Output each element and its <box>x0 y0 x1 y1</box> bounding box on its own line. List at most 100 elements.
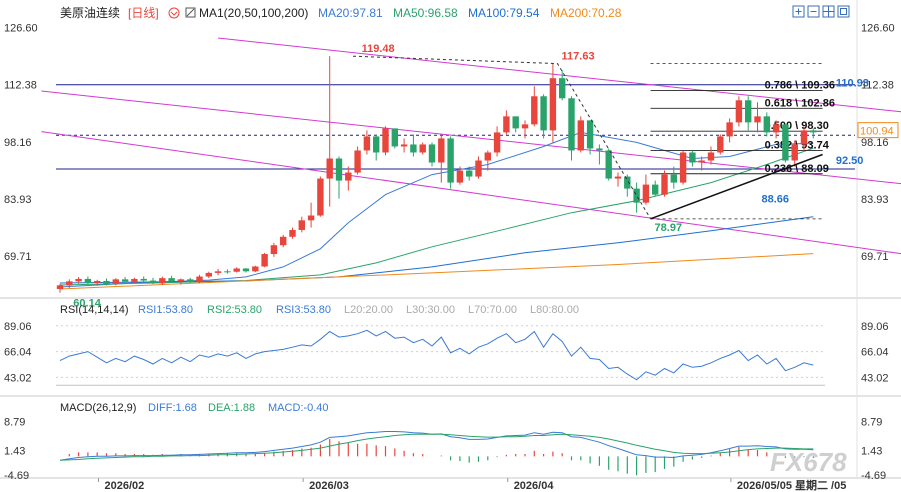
candle-body <box>56 285 64 289</box>
price-tick-left: 83.93 <box>4 194 32 206</box>
price-annotation: 110.93 <box>836 78 869 90</box>
candle-body <box>326 158 333 179</box>
candle-body <box>763 116 770 133</box>
channel-line <box>41 90 901 185</box>
candle-body <box>233 268 240 272</box>
candle-body <box>521 124 529 129</box>
ma50-label: MA50:96.58 <box>393 6 458 20</box>
rsi-header: RSI(14,14,14) RSI1:53.80 RSI2:53.80 RSI3… <box>60 304 579 316</box>
candle-body <box>717 136 724 153</box>
candle-body <box>66 281 73 286</box>
candle-body <box>540 96 547 131</box>
candle-body <box>214 271 222 273</box>
trend-line <box>650 153 823 220</box>
ma-config-label: MA1(20,50,100,200) <box>199 6 308 20</box>
candle-body <box>224 271 231 273</box>
candle-body <box>177 279 185 282</box>
candle-body <box>112 279 119 284</box>
macd-diff-label: DIFF:1.68 <box>148 402 197 414</box>
macd-tick-left: 1.43 <box>4 446 25 458</box>
candle-body <box>391 128 398 147</box>
candle-body <box>307 215 315 221</box>
candle-body <box>317 178 324 216</box>
window-icon[interactable] <box>837 5 850 18</box>
macd-dea-line <box>59 433 814 461</box>
candle-body <box>484 152 491 161</box>
price-annotation: 117.63 <box>562 51 595 63</box>
candle-body <box>652 184 659 195</box>
candle-body <box>586 120 594 149</box>
period-label[interactable]: [日线] <box>128 6 159 20</box>
candlestick-series <box>56 56 817 293</box>
price-tick-left: 112.38 <box>4 80 37 92</box>
candle-body <box>772 124 780 133</box>
candle-body <box>400 144 408 147</box>
candle-body <box>252 266 259 272</box>
candle-body <box>196 276 203 283</box>
candle-body <box>298 220 305 230</box>
watermark: FX678 <box>770 447 847 477</box>
price-annotation: 78.97 <box>655 222 683 234</box>
ma-edit-icon[interactable] <box>185 7 196 18</box>
candle-body <box>596 148 603 151</box>
price-axis-ticks: 126.60 126.60 112.38 112.38 98.16 98.16 83.93 8… <box>4 23 895 263</box>
candle-body <box>735 100 743 123</box>
last-price-label: 100.94 <box>860 126 894 138</box>
candle-body <box>791 144 798 161</box>
candle-body <box>559 78 566 99</box>
rsi-tick-right: 89.06 <box>861 321 889 333</box>
ma-line-ma200 <box>59 253 814 290</box>
fib-level-label: 0.500 \ 98.30 <box>765 120 829 132</box>
rsi1-label: RSI1:53.80 <box>138 304 193 316</box>
channel-line <box>41 131 901 255</box>
fib-level-label: 0.236 \ 88.09 <box>765 163 829 175</box>
price-annotation: 60.14 <box>73 297 101 309</box>
price-tick-right: 112.38 <box>861 80 894 92</box>
price-tick-right: 83.93 <box>861 194 889 206</box>
candle-body <box>382 128 389 153</box>
candle-body <box>373 136 380 153</box>
candle-body <box>466 170 473 177</box>
candle-body <box>707 152 715 161</box>
candle-body <box>782 124 789 161</box>
candle-body <box>140 278 147 281</box>
zigzag-line <box>352 55 652 220</box>
price-tick-left: 126.60 <box>4 23 38 35</box>
candle-body <box>670 174 677 183</box>
candle-body <box>605 150 612 179</box>
candle-body <box>633 188 640 203</box>
rsi-line <box>59 329 814 381</box>
candle-body <box>410 144 417 153</box>
rsi-tick-left: 66.04 <box>4 347 32 359</box>
price-annotation: 92.50 <box>836 155 864 167</box>
macd-tick-right: 1.43 <box>861 446 882 458</box>
candle-body <box>335 158 343 181</box>
candle-body <box>493 132 501 153</box>
grid-icon[interactable] <box>822 5 835 18</box>
ma100-label: MA100:79.54 <box>468 6 540 20</box>
minus-icon[interactable] <box>807 5 820 18</box>
candle-body <box>103 280 110 284</box>
candle-body <box>800 130 808 145</box>
candle-body <box>679 152 687 183</box>
price-header: 美原油连续 [日线] MA1(20,50,100,200) MA20:97.81… <box>60 5 850 20</box>
candle-body <box>121 279 129 282</box>
toggle-icon[interactable] <box>168 7 180 19</box>
candle-body <box>261 254 268 267</box>
candle-body <box>419 144 426 153</box>
price-tick-right: 126.60 <box>861 23 895 35</box>
candle-body <box>503 116 510 133</box>
price-horizontal-lines <box>56 84 855 170</box>
plus-icon[interactable] <box>792 5 805 18</box>
rsi-level-l80: L80:80.00 <box>530 304 579 316</box>
x-tick-label: 2026/02 <box>105 480 145 492</box>
candle-body <box>438 138 445 163</box>
candle-body <box>754 116 761 123</box>
rsi2-label: RSI2:53.80 <box>207 304 262 316</box>
candle-body <box>531 96 538 125</box>
candle-body <box>810 130 817 133</box>
channel-line <box>218 37 901 113</box>
trend-lines <box>352 55 823 220</box>
price-tick-left: 98.16 <box>4 137 32 149</box>
